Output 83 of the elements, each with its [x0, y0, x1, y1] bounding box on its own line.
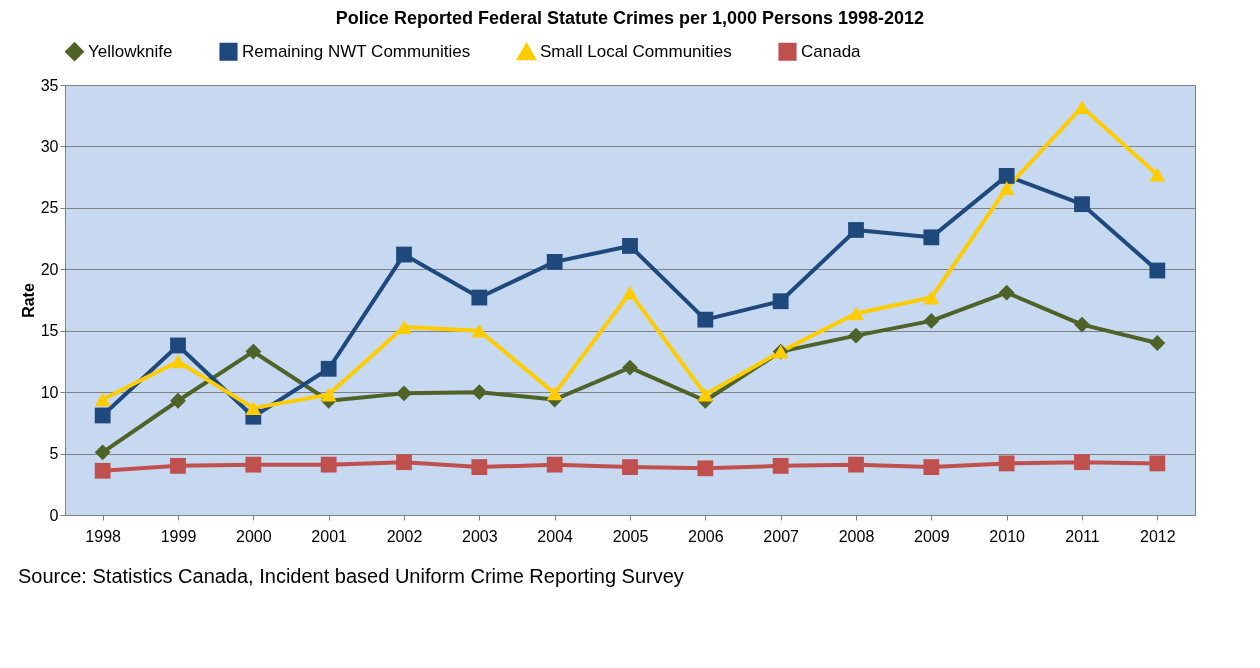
point [1074, 196, 1090, 213]
point [772, 293, 789, 310]
point [923, 312, 940, 329]
point [1074, 100, 1090, 114]
y-tick-label: 30 [40, 137, 59, 155]
point [697, 460, 714, 477]
x-tick-label: 1999 [160, 527, 197, 545]
point [772, 457, 789, 474]
point [320, 360, 337, 377]
point [998, 168, 1015, 184]
y-tick-label: 0 [49, 506, 59, 524]
point [170, 457, 186, 474]
point [622, 359, 638, 376]
point [471, 384, 488, 401]
point [471, 289, 488, 306]
point [1149, 335, 1166, 351]
x-tick-label: 2006 [688, 527, 724, 545]
point [697, 311, 714, 328]
y-tick-label: 10 [40, 383, 59, 401]
x-tick-label: 2008 [838, 527, 875, 545]
point [94, 444, 111, 461]
point [94, 462, 111, 479]
point [396, 454, 412, 471]
x-tick-label: 2004 [537, 527, 574, 545]
point [998, 181, 1015, 196]
point [396, 246, 412, 263]
point [396, 320, 412, 334]
x-tick-label: 2011 [1065, 527, 1100, 545]
y-axis-title: Rate [19, 283, 37, 318]
point [1074, 454, 1090, 471]
point [848, 306, 864, 321]
x-tick-label: 1998 [85, 527, 122, 545]
point [923, 290, 940, 305]
point [170, 337, 186, 354]
y-tick-label: 20 [40, 260, 59, 278]
point [1149, 455, 1166, 472]
x-tick-label: 2009 [914, 527, 950, 545]
point [622, 238, 638, 254]
point [923, 229, 940, 246]
source-note: Source: Statistics Canada, Incident based Uniform Crime Reporting Survey [18, 565, 685, 588]
x-tick-label: 2001 [311, 527, 348, 545]
x-tick-label: 2003 [462, 527, 498, 545]
y-tick-label: 25 [40, 199, 59, 217]
legend-label: Small Local Communities [540, 42, 732, 62]
point [622, 285, 638, 300]
point [622, 459, 638, 475]
point [546, 254, 563, 270]
point [546, 456, 563, 473]
point [998, 455, 1015, 472]
point [94, 392, 111, 407]
x-tick-label: 2000 [236, 527, 272, 545]
point [923, 459, 940, 475]
point [848, 456, 864, 473]
point [1149, 262, 1166, 279]
point [94, 407, 111, 424]
point [245, 401, 262, 415]
legend-label: Remaining NWT Communities [242, 41, 471, 61]
point [170, 354, 186, 369]
point [320, 387, 337, 402]
y-tick-label: 15 [40, 322, 59, 340]
legend-label: Yellowknife [88, 41, 173, 61]
point [471, 459, 488, 475]
point [245, 456, 262, 473]
point [546, 386, 563, 401]
chart-title: Police Reported Federal Statute Crimes per 1,000 Persons 1998-2012 [335, 8, 925, 28]
x-tick-label: 2002 [386, 527, 423, 545]
point [1149, 167, 1166, 182]
point [848, 222, 864, 238]
point [848, 327, 864, 344]
x-tick-label: 2010 [989, 527, 1026, 545]
point [697, 387, 714, 402]
point [1074, 316, 1090, 333]
point [396, 385, 412, 402]
point [320, 456, 337, 473]
x-tick-label: 2012 [1140, 527, 1176, 545]
y-tick-label: 35 [40, 76, 59, 94]
point [998, 284, 1015, 301]
legend-label: Canada [801, 41, 862, 61]
y-tick-label: 5 [49, 445, 59, 463]
point [245, 343, 262, 360]
point [170, 392, 186, 409]
x-tick-label: 2005 [612, 527, 649, 545]
x-tick-label: 2007 [763, 527, 800, 545]
